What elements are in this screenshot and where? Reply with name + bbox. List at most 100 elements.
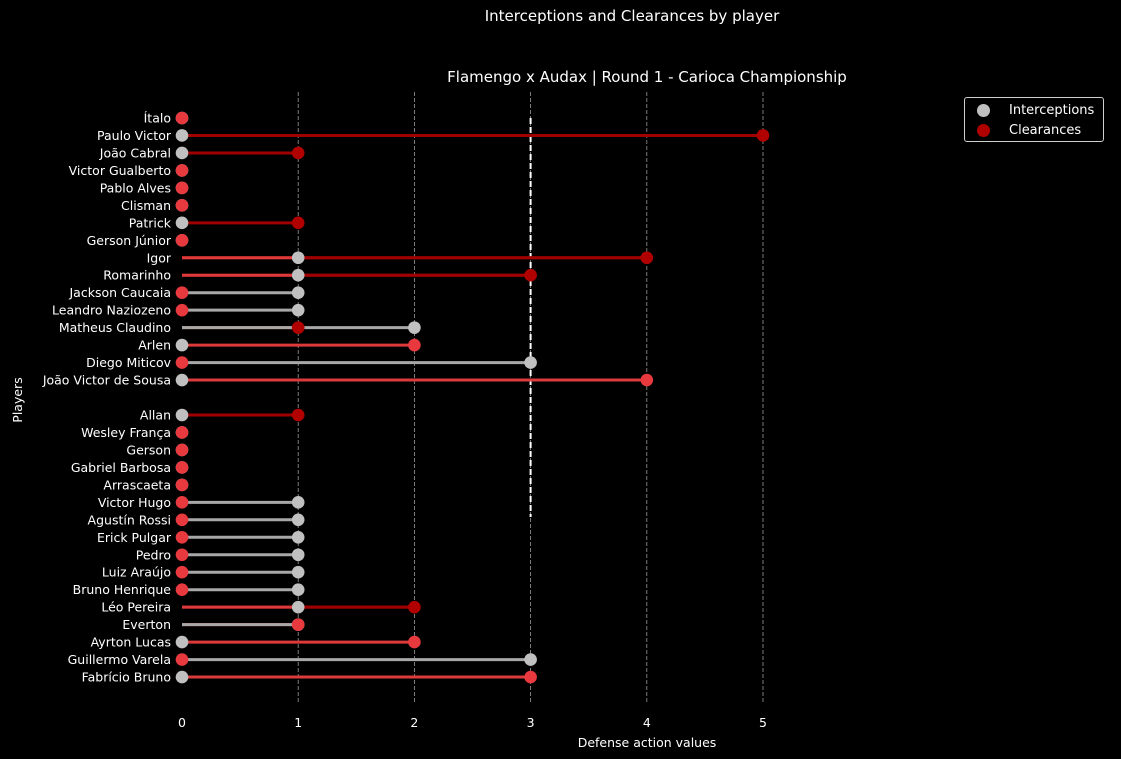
interceptions-point xyxy=(291,303,305,317)
player-label: João Cabral xyxy=(99,145,171,160)
interceptions-point xyxy=(291,513,305,527)
x-tick-label: 2 xyxy=(410,715,418,730)
clearances-point xyxy=(291,321,305,334)
chart-suptitle: Interceptions and Clearances by player xyxy=(484,7,780,25)
interceptions-point xyxy=(175,670,189,684)
clearances-point xyxy=(175,303,189,317)
clearances-point xyxy=(175,443,189,457)
clearances-point xyxy=(408,635,421,649)
clearances-point xyxy=(175,164,189,177)
clearances-point xyxy=(524,268,537,282)
clearances-point xyxy=(175,478,189,492)
player-label: Pablo Alves xyxy=(100,180,171,195)
clearances-point xyxy=(175,461,189,474)
x-tick-label: 5 xyxy=(759,715,767,730)
x-tick-label: 0 xyxy=(178,715,186,730)
clearances-point xyxy=(175,233,189,247)
clearances-point xyxy=(291,408,305,422)
interceptions-point xyxy=(291,565,305,579)
player-label: Erick Pulgar xyxy=(97,530,172,545)
clearances-point xyxy=(640,373,654,387)
legend-item-interceptions: Interceptions xyxy=(965,100,1094,120)
interceptions-point xyxy=(291,583,305,596)
clearances-point xyxy=(175,565,189,579)
player-label: Gerson Júnior xyxy=(87,233,172,248)
player-label: Igor xyxy=(147,250,172,265)
player-label: Victor Hugo xyxy=(98,495,171,510)
legend-item-clearances: Clearances xyxy=(965,120,1081,140)
player-label: Fabrício Bruno xyxy=(82,670,171,685)
interceptions-point xyxy=(175,373,189,387)
player-label: Clisman xyxy=(121,198,171,213)
clearances-point xyxy=(175,513,189,527)
legend-label-clearances: Clearances xyxy=(1009,122,1082,138)
clearances-point xyxy=(408,338,421,352)
player-label: Léo Pereira xyxy=(101,600,171,615)
clearances-point xyxy=(640,251,654,265)
clearances-point xyxy=(291,146,305,160)
clearances-point xyxy=(524,670,537,684)
player-label: Arlen xyxy=(138,338,171,353)
player-label: Ítalo xyxy=(144,111,171,126)
player-label: Pedro xyxy=(136,547,171,562)
interceptions-point xyxy=(175,129,189,142)
interceptions-point xyxy=(291,268,305,282)
interceptions-point xyxy=(291,286,305,300)
x-tick-label: 1 xyxy=(294,715,302,730)
player-label: Jackson Caucaia xyxy=(69,285,172,300)
player-label: Gerson xyxy=(126,442,171,457)
chart-legend: Interceptions Clearances xyxy=(964,97,1104,142)
player-label: Diego Miticov xyxy=(86,355,171,370)
player-label: Luiz Araújo xyxy=(102,565,171,580)
clearances-point xyxy=(175,496,189,509)
clearances-point xyxy=(408,600,421,614)
player-label: Leandro Naziozeno xyxy=(52,303,171,318)
clearances-point xyxy=(291,216,305,230)
interceptions-point xyxy=(524,653,537,666)
legend-label-interceptions: Interceptions xyxy=(1009,102,1095,118)
clearances-point xyxy=(175,286,189,300)
player-label: Arrascaeta xyxy=(103,477,171,492)
player-label: Gabriel Barbosa xyxy=(71,460,171,475)
interceptions-point xyxy=(175,146,189,160)
interceptions-point xyxy=(175,635,189,649)
x-tick-label: 4 xyxy=(643,715,651,730)
chart-title: Flamengo x Audax | Round 1 - Carioca Cha… xyxy=(447,68,847,86)
interceptions-point xyxy=(175,338,189,352)
player-label: Everton xyxy=(122,617,171,632)
clearances-point xyxy=(175,181,189,195)
legend-marker-interceptions xyxy=(977,103,990,117)
clearances-point xyxy=(175,583,189,596)
player-label: Allan xyxy=(140,407,171,422)
player-label: Agustín Rossi xyxy=(88,512,171,527)
interceptions-point xyxy=(524,356,537,369)
clearances-point xyxy=(756,129,770,142)
interceptions-point xyxy=(408,321,421,334)
player-label: João Victor de Sousa xyxy=(42,373,171,388)
clearances-point xyxy=(175,111,189,125)
player-label: Guillermo Varela xyxy=(68,652,171,667)
interceptions-point xyxy=(175,408,189,422)
player-label: Romarinho xyxy=(103,268,171,283)
clearances-point xyxy=(175,426,189,439)
y-axis-label: Players xyxy=(10,377,25,422)
player-label: Paulo Victor xyxy=(97,128,172,143)
player-label: Victor Gualberto xyxy=(69,163,171,178)
x-tick-label: 3 xyxy=(527,715,535,730)
clearances-point xyxy=(175,356,189,369)
player-label: Patrick xyxy=(129,215,172,230)
player-label: Matheus Claudino xyxy=(59,320,171,335)
clearances-point xyxy=(175,653,189,666)
clearances-point xyxy=(291,618,305,631)
x-axis-label: Defense action values xyxy=(578,735,717,750)
interceptions-point xyxy=(291,600,305,614)
clearances-point xyxy=(175,548,189,562)
interceptions-point xyxy=(175,216,189,230)
legend-marker-clearances xyxy=(977,123,990,137)
player-label: Ayrton Lucas xyxy=(91,635,171,650)
clearances-point xyxy=(175,530,189,544)
clearances-point xyxy=(175,199,189,212)
player-label: Wesley França xyxy=(81,425,171,440)
interceptions-point xyxy=(291,548,305,562)
